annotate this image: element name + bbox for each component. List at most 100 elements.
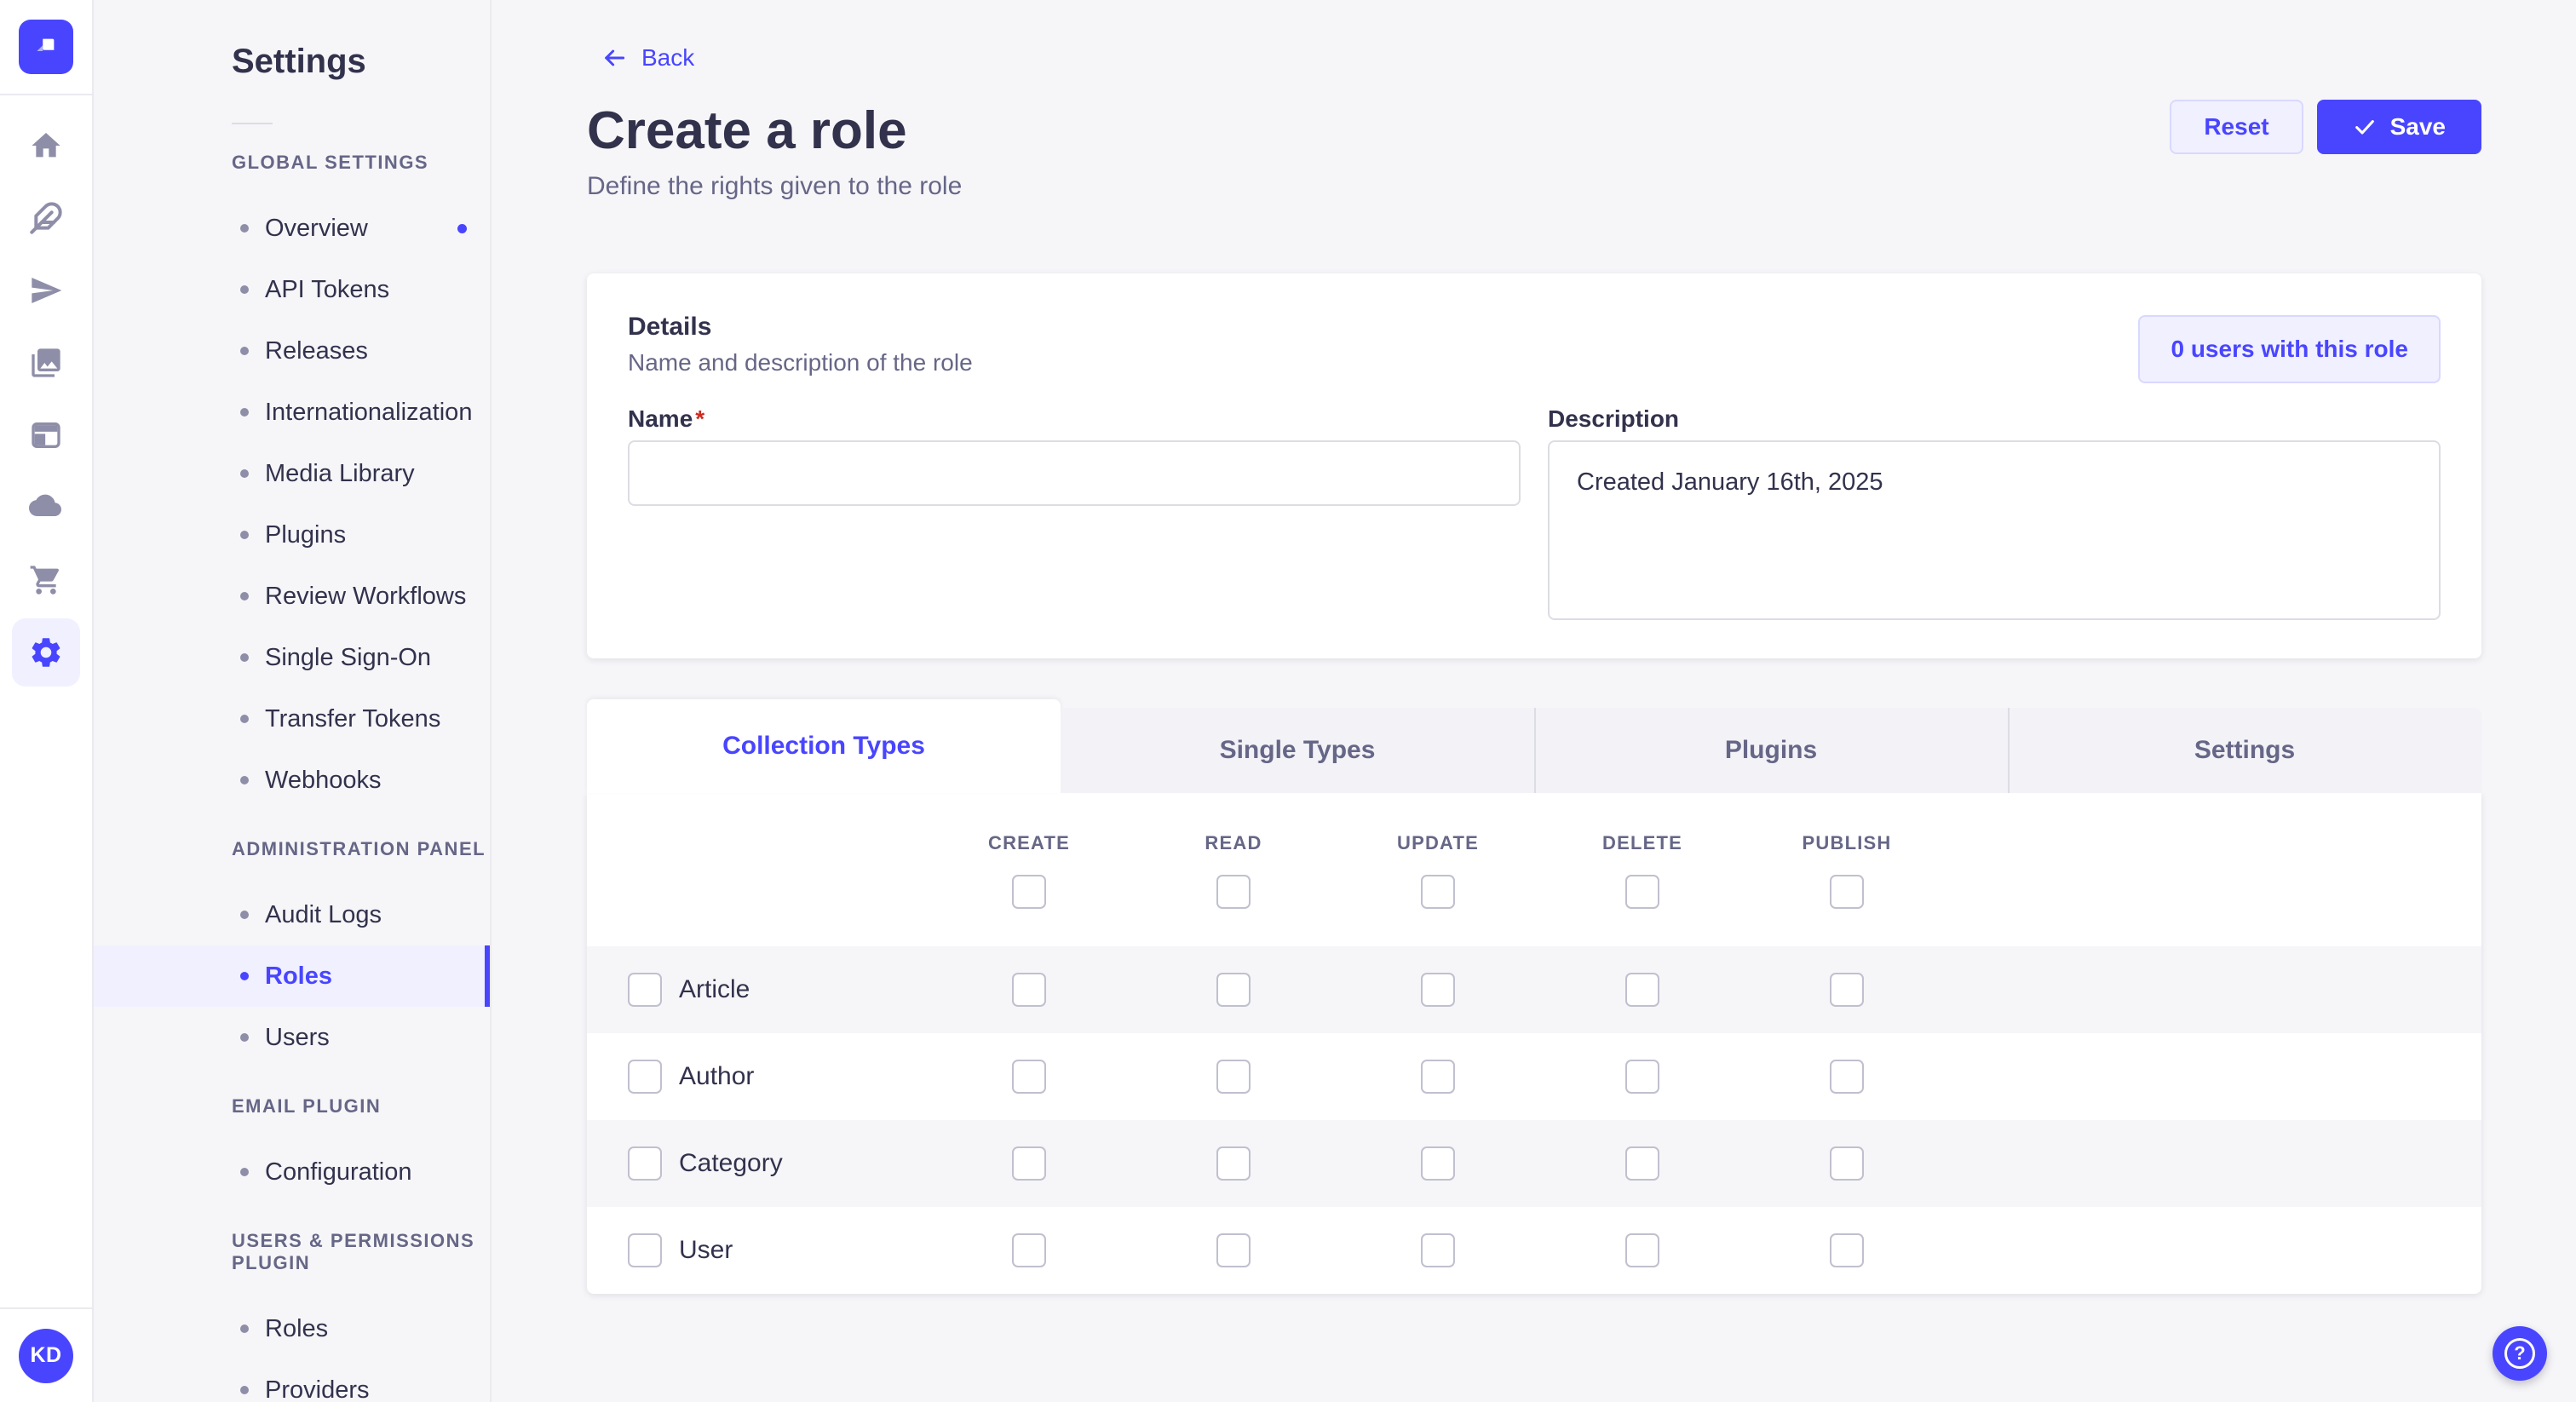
reset-button[interactable]: Reset <box>2170 100 2303 154</box>
user-read-checkbox[interactable] <box>1216 1233 1251 1267</box>
required-asterisk: * <box>695 405 705 432</box>
sidebar-item-label: Providers <box>265 1376 370 1402</box>
save-label: Save <box>2389 113 2446 140</box>
avatar[interactable]: KD <box>19 1328 73 1383</box>
sidebar-item-roles-admin[interactable]: Roles <box>94 945 490 1007</box>
select-all-delete-checkbox[interactable] <box>1625 875 1659 909</box>
avatar-initials: KD <box>30 1343 62 1367</box>
help-button[interactable]: ? <box>2493 1326 2547 1381</box>
author-read-checkbox[interactable] <box>1216 1060 1251 1094</box>
article-publish-checkbox[interactable] <box>1830 973 1864 1007</box>
deploy-nav-button[interactable] <box>29 273 63 307</box>
row-label: User <box>679 1236 733 1264</box>
tab-single-types[interactable]: Single Types <box>1061 708 1534 793</box>
tab-settings[interactable]: Settings <box>2008 708 2481 793</box>
rail-nav <box>12 129 80 687</box>
sidebar-item-webhooks[interactable]: Webhooks <box>94 750 490 811</box>
category-delete-checkbox[interactable] <box>1625 1146 1659 1181</box>
select-all-read-checkbox[interactable] <box>1216 875 1251 909</box>
name-label: Name * <box>628 405 705 432</box>
select-all-update-checkbox[interactable] <box>1421 875 1455 909</box>
category-update-checkbox[interactable] <box>1421 1146 1455 1181</box>
feather-icon <box>30 202 62 234</box>
cloud-nav-button[interactable] <box>29 491 63 525</box>
details-title: Details <box>628 313 712 341</box>
author-create-checkbox[interactable] <box>1012 1060 1046 1094</box>
author-delete-checkbox[interactable] <box>1625 1060 1659 1094</box>
article-create-checkbox[interactable] <box>1012 973 1046 1007</box>
page-subtitle: Define the rights given to the role <box>587 172 963 200</box>
table-row-category: Category <box>587 1120 2481 1207</box>
strapi-logo[interactable] <box>19 20 73 74</box>
row-select-checkbox[interactable] <box>628 973 662 1007</box>
user-create-checkbox[interactable] <box>1012 1233 1046 1267</box>
sidebar-item-label: API Tokens <box>265 275 390 303</box>
category-create-checkbox[interactable] <box>1012 1146 1046 1181</box>
sidebar-item-releases[interactable]: Releases <box>94 320 490 382</box>
bullet-icon <box>240 531 249 539</box>
sidebar-item-single-sign-on[interactable]: Single Sign-On <box>94 627 490 688</box>
user-delete-checkbox[interactable] <box>1625 1233 1659 1267</box>
media-library-nav-button[interactable] <box>29 346 63 380</box>
author-update-checkbox[interactable] <box>1421 1060 1455 1094</box>
home-icon <box>32 133 60 158</box>
home-nav-button[interactable] <box>29 129 63 163</box>
sidebar-item-overview[interactable]: Overview <box>94 198 490 259</box>
media-library-icon <box>32 348 60 377</box>
select-all-create-checkbox[interactable] <box>1012 875 1046 909</box>
tab-collection-types[interactable]: Collection Types <box>587 699 1061 793</box>
page-title: Create a role <box>587 101 907 160</box>
check-icon <box>2355 120 2374 135</box>
row-select-checkbox[interactable] <box>628 1233 662 1267</box>
gear-icon <box>32 638 60 667</box>
author-publish-checkbox[interactable] <box>1830 1060 1864 1094</box>
sidebar-item-providers[interactable]: Providers <box>94 1359 490 1402</box>
row-select-checkbox[interactable] <box>628 1146 662 1181</box>
article-delete-checkbox[interactable] <box>1625 973 1659 1007</box>
header-actions: Reset Save <box>2170 100 2481 154</box>
user-publish-checkbox[interactable] <box>1830 1233 1864 1267</box>
sidebar-item-users[interactable]: Users <box>94 1007 490 1068</box>
sidebar-item-configuration[interactable]: Configuration <box>94 1141 490 1203</box>
category-read-checkbox[interactable] <box>1216 1146 1251 1181</box>
bullet-icon <box>240 469 249 478</box>
sidebar-item-review-workflows[interactable]: Review Workflows <box>94 566 490 627</box>
sidebar-item-internationalization[interactable]: Internationalization <box>94 382 490 443</box>
bullet-icon <box>240 347 249 355</box>
sidebar-item-plugins[interactable]: Plugins <box>94 504 490 566</box>
notification-dot <box>457 223 467 233</box>
settings-nav-button[interactable] <box>12 618 80 687</box>
sidebar-item-media-library[interactable]: Media Library <box>94 443 490 504</box>
bullet-icon <box>240 1324 249 1333</box>
row-label: Article <box>679 975 750 1003</box>
row-select-checkbox[interactable] <box>628 1060 662 1094</box>
section-items-email: Configuration <box>94 1141 490 1203</box>
description-textarea[interactable]: Created January 16th, 2025 <box>1548 440 2441 620</box>
tab-plugins[interactable]: Plugins <box>1534 708 2008 793</box>
sidebar-item-api-tokens[interactable]: API Tokens <box>94 259 490 320</box>
details-fields: Name * Description Created January 16th, … <box>628 405 2441 624</box>
name-field-group: Name * <box>628 405 1521 624</box>
users-with-role-badge[interactable]: 0 users with this role <box>2138 315 2441 383</box>
article-read-checkbox[interactable] <box>1216 973 1251 1007</box>
marketplace-nav-button[interactable] <box>29 563 63 597</box>
permissions-table-header: CREATE READ UPDATE DELETE PUBLISH <box>587 793 2481 946</box>
sidebar-item-label: Plugins <box>265 520 347 549</box>
sidebar-item-roles-up[interactable]: Roles <box>94 1298 490 1359</box>
sidebar-item-audit-logs[interactable]: Audit Logs <box>94 884 490 945</box>
cart-icon <box>30 566 60 595</box>
content-builder-nav-button[interactable] <box>29 201 63 235</box>
section-items-global: Overview API Tokens Releases Internation… <box>94 198 490 811</box>
sidebar-item-transfer-tokens[interactable]: Transfer Tokens <box>94 688 490 750</box>
user-update-checkbox[interactable] <box>1421 1233 1455 1267</box>
content-manager-nav-button[interactable] <box>29 418 63 452</box>
select-all-publish-checkbox[interactable] <box>1830 875 1864 909</box>
save-button[interactable]: Save <box>2316 100 2481 154</box>
article-update-checkbox[interactable] <box>1421 973 1455 1007</box>
back-link[interactable]: Back <box>601 43 694 73</box>
category-publish-checkbox[interactable] <box>1830 1146 1864 1181</box>
tab-bar: Collection Types Single Types Plugins Se… <box>587 699 2481 793</box>
name-input[interactable] <box>628 440 1521 506</box>
sidebar-item-label: Webhooks <box>265 766 382 794</box>
